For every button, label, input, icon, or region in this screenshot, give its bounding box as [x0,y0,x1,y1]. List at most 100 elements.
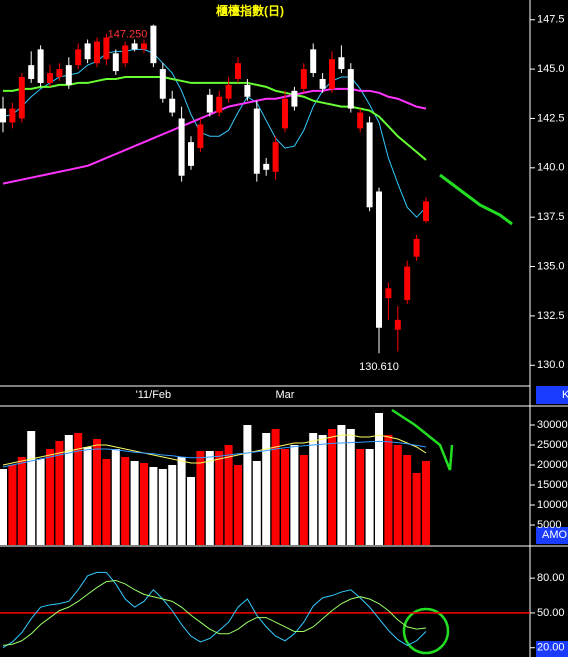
volume-bar [102,459,111,545]
candle-body [291,90,298,107]
volume-bar [196,451,205,545]
candle-body [103,37,110,60]
volume-bar [74,433,83,545]
volume-bar [64,435,73,545]
candle-body [131,43,138,50]
y-tick-label: 130.0 [537,359,565,371]
tag-box [536,527,568,544]
candle-body [404,266,411,301]
candle-body [0,108,6,123]
volume-bar [55,441,64,545]
candle-body [216,96,223,113]
volume-bar [177,457,186,545]
y-tick-label: 10000 [537,499,568,511]
volume-bar [309,433,318,545]
candle-body [188,142,194,166]
y-tick-label: 15000 [537,479,568,491]
volume-bar [149,467,158,545]
candle-body [225,84,232,99]
y-tick-label: 80.00 [537,572,565,584]
volume-bar [243,425,252,545]
volume-bar [140,463,148,545]
candle-body [319,78,326,89]
volume-bar [130,461,139,545]
candle-body [244,84,251,97]
candle-body [28,65,35,79]
candle-body [282,98,288,129]
highlight-circle [402,607,450,655]
candle-body [357,112,364,129]
candle-body [65,65,72,85]
volume-bar [365,449,374,545]
y-tick-label: 142.5 [537,112,565,124]
candle-body [9,108,16,123]
candle-body [263,163,270,170]
volume-bar [299,455,308,545]
candle-body [56,69,63,77]
candle-body [169,98,176,113]
y-tick-label: 140.0 [537,162,565,174]
line-series [2,48,427,218]
y-tick-label: 145.0 [537,63,565,75]
candle-body [47,73,53,83]
chart-title: 櫃檯指數(日) [216,3,284,18]
candle-body [253,108,260,174]
volume-bar [384,435,393,545]
volume-bar [281,449,289,545]
candle-body [18,77,25,119]
candle-body [300,69,307,89]
candle-body [413,238,420,257]
volume-bar [83,447,92,545]
line-series [2,579,427,646]
volume-bar [262,433,271,545]
volume-bar [346,429,355,545]
volume-bar [215,451,224,545]
candle-body [84,43,91,60]
line-series [2,434,427,466]
candle-body [159,69,166,99]
y-tick-label: 147.5 [537,14,565,26]
y-tick-label: 5000 [537,519,561,531]
trend-projection [439,173,513,226]
y-tick-label: 25000 [537,439,568,451]
candle-body [329,59,335,89]
volume-bar [403,455,412,545]
y-tick-label: 135.0 [537,260,565,272]
candle-body [423,201,429,222]
volume-bar [290,445,299,545]
x-tick-label: Mar [276,389,295,401]
volume-bar [318,435,327,545]
volume-bar [168,465,177,545]
volume-bar [121,457,130,545]
y-tick-label: 137.5 [537,211,565,223]
line-series [2,87,427,185]
volume-bar [422,461,430,545]
candle-body [376,191,382,328]
volume-bar [356,449,365,545]
candle-body [150,25,157,64]
candle-body [347,69,354,109]
volume-bar [8,465,17,545]
candle-body [338,57,345,70]
volume-bar [393,445,402,545]
volume-bar [328,429,336,545]
volume-bar [46,449,54,545]
candle-body [75,49,82,66]
volume-bar [224,445,233,545]
candle-body [310,49,317,74]
line-series [2,571,427,649]
volume-bar [375,413,383,545]
y-tick-label: 50.00 [537,607,565,619]
volume-bar [205,451,214,545]
candle-body [112,53,119,72]
high-label: 147.250 [108,29,148,41]
low-label: 130.610 [359,361,399,373]
volume-bar [234,465,242,545]
candle-body [37,49,44,83]
y-tick-label: 30000 [537,419,568,431]
candle-body [235,63,241,79]
candle-body [141,43,147,50]
volume-bar [252,461,261,545]
candle-body [197,124,204,149]
